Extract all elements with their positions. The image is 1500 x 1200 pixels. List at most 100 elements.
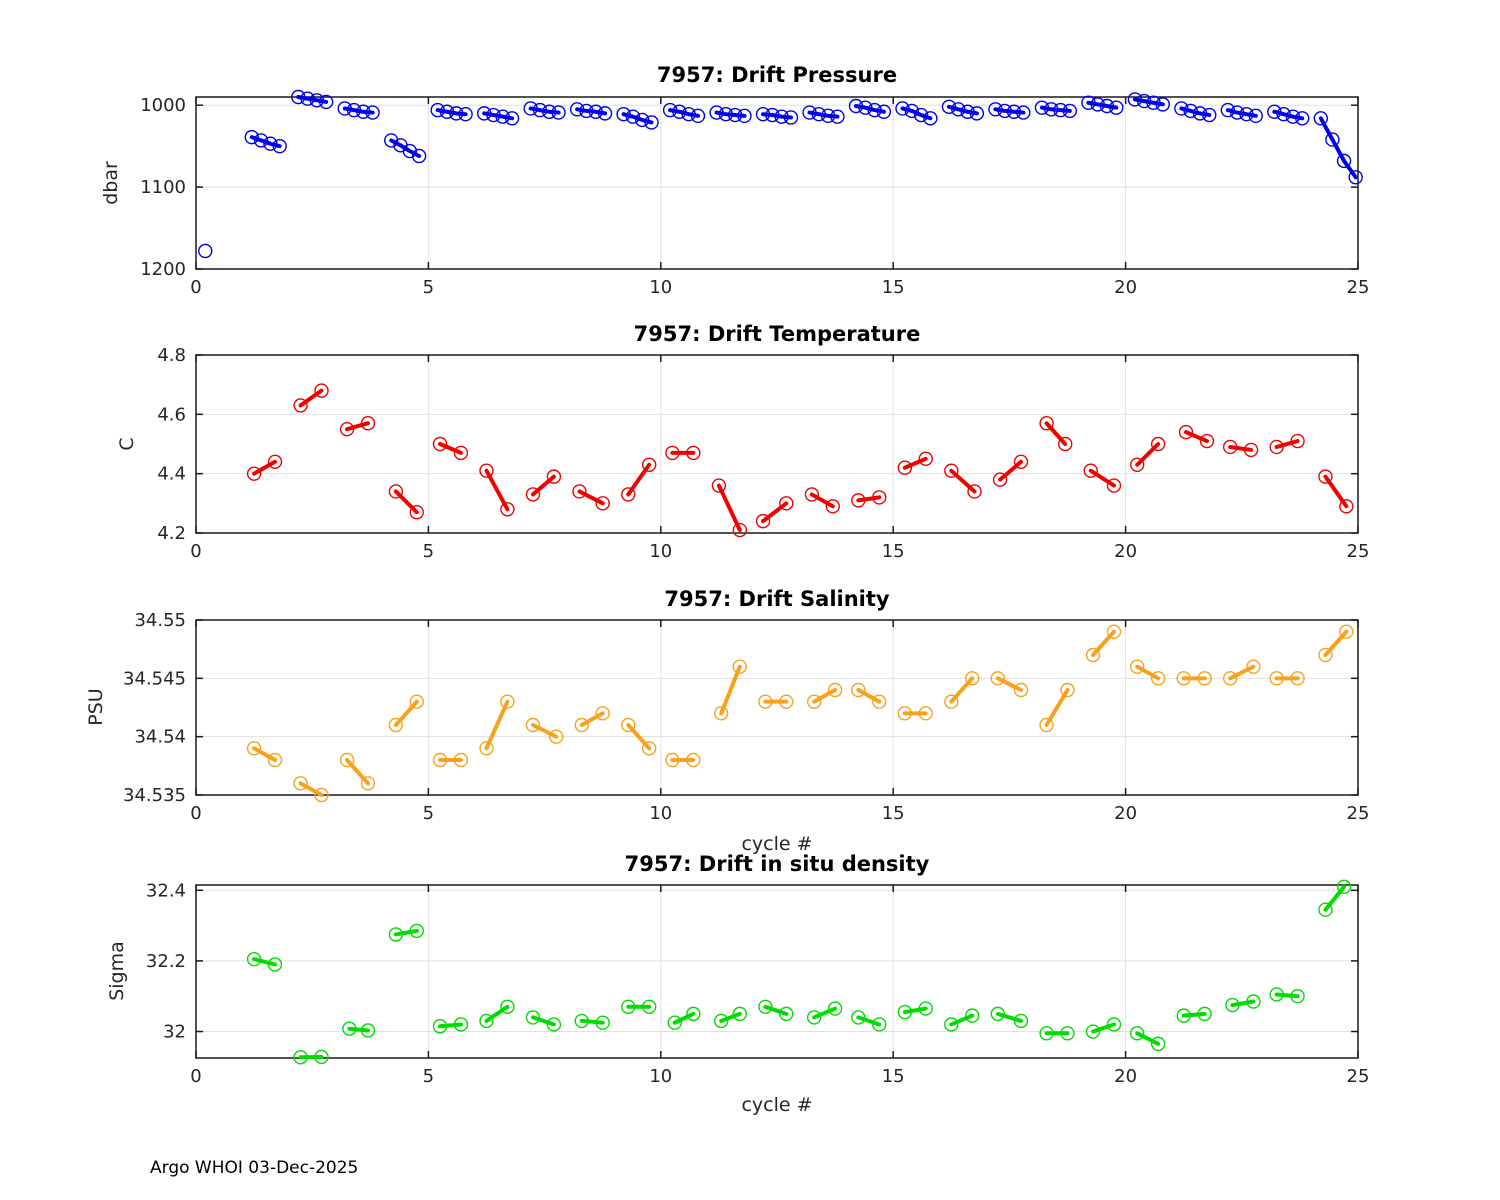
data-point-marker (1229, 105, 1245, 120)
data-point-marker (665, 445, 680, 461)
data-point-marker (1336, 879, 1352, 894)
x-tick-label: 20 (1114, 277, 1137, 298)
data-point-marker (1016, 105, 1031, 120)
pressure-y-axis-label: dbar (100, 161, 122, 205)
density-plot-title: 7957: Drift in situ density (624, 852, 930, 876)
data-point-marker (1176, 671, 1191, 686)
data-point-marker (662, 102, 678, 118)
series-segment (949, 1013, 975, 1027)
data-point-marker (965, 671, 980, 686)
series-segment (626, 723, 652, 751)
data-point-marker (574, 1013, 589, 1029)
data-point-marker (1044, 102, 1059, 117)
data-point-marker (774, 109, 789, 124)
series-segment (393, 489, 419, 515)
data-point-marker (1053, 102, 1068, 118)
data-point-marker (1127, 92, 1143, 107)
data-point-marker (1202, 107, 1217, 123)
data-point-marker (635, 112, 650, 128)
series-segment (249, 135, 282, 149)
series-segment (1135, 664, 1161, 681)
data-point-marker (918, 706, 933, 721)
series-segment (856, 688, 882, 704)
series-segment (530, 723, 559, 739)
series-segment (579, 711, 605, 727)
data-point-marker (388, 717, 404, 733)
data-point-marker (765, 107, 780, 123)
data-point-marker (1239, 106, 1254, 122)
data-point-marker (449, 106, 464, 121)
data-point-marker (686, 1006, 701, 1022)
series-segment (1132, 97, 1165, 107)
data-point-marker (542, 104, 557, 119)
data-point-marker (388, 927, 404, 942)
data-point-marker (779, 694, 794, 709)
x-tick-label: 0 (190, 1066, 201, 1087)
data-point-marker (272, 138, 287, 154)
data-point-marker (732, 1006, 748, 1022)
data-point-marker (263, 136, 278, 151)
data-point-marker (758, 694, 773, 709)
data-point-marker (1225, 997, 1240, 1013)
salinity-plot-title: 7957: Drift Salinity (664, 587, 890, 611)
series-segment (1091, 1022, 1116, 1034)
data-point-marker (532, 102, 548, 118)
data-point-marker (453, 445, 469, 461)
data-point-marker (667, 1015, 682, 1030)
data-point-marker (1318, 647, 1333, 663)
data-point-marker (990, 671, 1005, 686)
data-point-marker (732, 522, 748, 538)
data-point-marker (293, 776, 308, 791)
data-point-marker (990, 1006, 1005, 1022)
pressure-plot-title: 7957: Drift Pressure (656, 63, 898, 87)
data-point-marker (918, 1001, 933, 1016)
series-segment (1091, 629, 1116, 657)
series-segment (719, 1011, 742, 1023)
series-segment (856, 1015, 882, 1027)
data-point-marker (802, 105, 817, 120)
data-point-marker (346, 102, 362, 118)
data-point-marker (1248, 108, 1263, 124)
series-segment (530, 474, 556, 497)
data-point-marker (1269, 987, 1284, 1002)
data-point-marker (253, 133, 269, 148)
data-point-marker (714, 706, 729, 721)
x-tick-label: 15 (882, 277, 905, 298)
data-point-marker (360, 776, 376, 791)
series-segment (719, 664, 742, 716)
data-point-marker (1339, 499, 1354, 514)
data-point-marker (851, 1010, 866, 1025)
data-point-marker (1057, 436, 1073, 452)
series-segment (812, 688, 838, 704)
density-y-axis-label: Sigma (106, 941, 128, 1001)
data-point-marker (572, 484, 587, 499)
data-point-marker (246, 741, 262, 756)
data-point-marker (1136, 93, 1152, 109)
data-point-marker (621, 999, 636, 1015)
y-tick-label: 32 (163, 1022, 186, 1043)
y-tick-label: 34.545 (123, 668, 186, 689)
series-segment (1184, 430, 1209, 444)
data-point-marker (384, 133, 399, 148)
data-point-marker (360, 416, 376, 431)
data-point-marker (732, 659, 748, 674)
data-point-marker (1290, 433, 1305, 449)
data-point-marker (1197, 1006, 1212, 1022)
data-point-marker (830, 109, 845, 124)
data-point-marker (858, 100, 873, 115)
axes-box (195, 96, 1359, 270)
series-segment (1181, 1011, 1207, 1018)
series-segment (1088, 468, 1116, 488)
series-segment (530, 1015, 556, 1027)
y-tick-label: 34.54 (134, 727, 186, 748)
data-point-marker (755, 106, 771, 122)
axes-box (195, 619, 1359, 796)
data-point-marker (574, 717, 589, 733)
series-segment (1135, 1031, 1161, 1046)
data-point-marker (1109, 100, 1124, 115)
series-segment (438, 1022, 463, 1029)
y-tick-label: 4.2 (157, 523, 186, 544)
data-point-marker (314, 383, 329, 398)
axes-box (195, 354, 1359, 534)
